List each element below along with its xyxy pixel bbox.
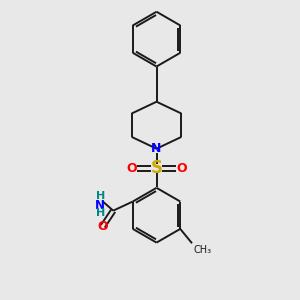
Text: O: O	[126, 162, 137, 175]
Text: H: H	[96, 191, 105, 201]
Text: O: O	[98, 220, 108, 233]
Text: H: H	[96, 208, 105, 218]
Text: N: N	[95, 199, 105, 212]
Text: O: O	[176, 162, 187, 175]
Text: CH₃: CH₃	[193, 244, 212, 255]
Text: S: S	[151, 159, 163, 177]
Text: N: N	[151, 142, 162, 155]
